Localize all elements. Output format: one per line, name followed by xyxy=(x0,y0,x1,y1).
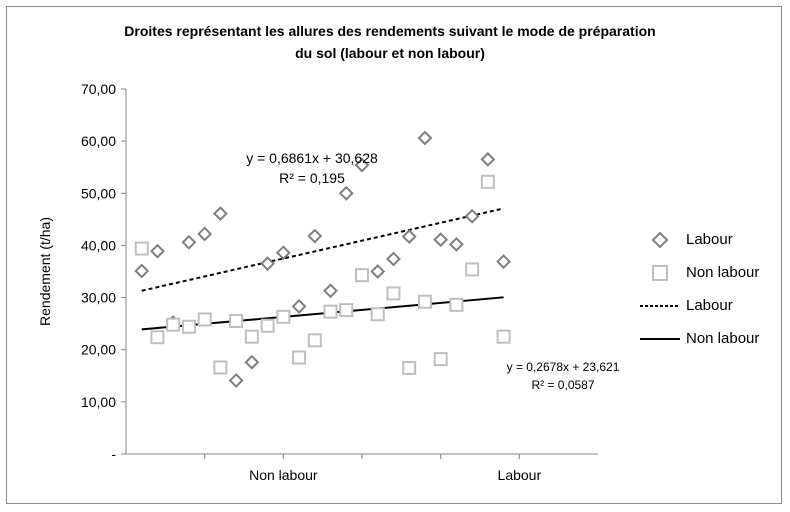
axis-labels: - 10,00 20,00 30,00 40,00 50,00 60,00 70,00 Non … xyxy=(37,81,541,483)
y-tick-label: 40,00 xyxy=(81,237,116,253)
labour-point xyxy=(417,130,433,146)
labour-point xyxy=(480,151,496,167)
non-labour-r-squared: R² = 0,0587 xyxy=(531,378,595,392)
labour-point xyxy=(448,236,464,252)
non-labour-point xyxy=(465,262,480,277)
labour-equation: y = 0,6861x + 30,628 xyxy=(246,150,378,166)
y-tick-label: - xyxy=(111,446,116,462)
dashed-line-icon xyxy=(640,305,680,307)
non-labour-point xyxy=(260,318,275,333)
trendlines xyxy=(141,207,504,331)
chart-title-line-2: du sol (labour et non labour) xyxy=(295,45,485,61)
labour-point xyxy=(307,228,323,244)
labour-point xyxy=(150,243,165,259)
non-labour-point xyxy=(307,333,322,348)
labour-point xyxy=(197,226,213,242)
labour-point xyxy=(275,245,291,261)
non-labour-point xyxy=(150,330,165,345)
legend-item-labour-trendline: Labour xyxy=(640,294,780,327)
chart-title: Droites représentant les allures des ren… xyxy=(60,20,720,64)
non-labour-point xyxy=(386,286,401,301)
non-labour-point xyxy=(496,329,511,344)
non-labour-point xyxy=(244,329,259,344)
y-axis-title: Rendement (t/ha) xyxy=(37,217,53,326)
non-labour-point xyxy=(339,303,354,318)
axes xyxy=(121,88,598,459)
labour-r-squared: R² = 0,195 xyxy=(279,170,345,186)
non-labour-point xyxy=(433,352,448,367)
chart-title-line-1: Droites représentant les allures des ren… xyxy=(124,23,656,39)
y-tick-label: 10,00 xyxy=(81,394,116,410)
legend: Labour Non labour Labour Non labour xyxy=(640,228,780,360)
non-labour-point xyxy=(355,268,369,283)
non-labour-point xyxy=(276,309,291,324)
solid-line-icon xyxy=(640,338,680,340)
non-labour-point xyxy=(229,314,244,329)
diamond-marker-icon xyxy=(651,231,669,249)
labour-point xyxy=(354,157,370,173)
labour-point xyxy=(323,283,338,299)
non-labour-point xyxy=(323,304,338,319)
labour-point xyxy=(212,206,228,222)
legend-label-labour-points: Labour xyxy=(686,231,733,248)
non-labour-point xyxy=(292,350,307,365)
non-labour-point xyxy=(402,360,417,375)
legend-item-labour-points: Labour xyxy=(640,228,780,261)
non-labour-equation: y = 0,2678x + 23,621 xyxy=(506,360,620,374)
non-labour-point xyxy=(134,241,149,256)
non-labour-point xyxy=(370,307,385,322)
legend-label-non-labour-trendline: Non labour xyxy=(686,330,760,347)
labour-point xyxy=(433,232,449,248)
y-tick-label: 70,00 xyxy=(81,81,116,97)
non-labour-equation-annotation: y = 0,2678x + 23,621 R² = 0,0587 xyxy=(488,358,638,394)
labour-point xyxy=(181,234,197,250)
labour-point xyxy=(464,208,480,224)
labour-point xyxy=(134,263,150,279)
y-tick-label: 20,00 xyxy=(81,342,116,358)
non-labour-point xyxy=(213,360,228,375)
labour-point xyxy=(496,254,512,270)
x-category-label: Labour xyxy=(498,467,542,483)
labour-point xyxy=(401,229,417,244)
legend-item-non-labour-trendline: Non labour xyxy=(640,327,780,360)
non-labour-point xyxy=(181,319,196,334)
y-tick-label: 50,00 xyxy=(81,185,116,201)
labour-trendline xyxy=(141,207,504,292)
labour-point xyxy=(244,354,260,370)
x-category-label: Non labour xyxy=(249,467,318,483)
labour-point xyxy=(370,264,386,279)
labour-equation-annotation: y = 0,6861x + 30,628 R² = 0,195 xyxy=(222,148,402,188)
legend-item-non-labour-points: Non labour xyxy=(640,261,780,294)
labour-point xyxy=(260,256,276,272)
legend-label-labour-trendline: Labour xyxy=(686,297,733,314)
labour-point xyxy=(228,373,244,388)
non-labour-point xyxy=(417,294,432,309)
labour-point xyxy=(386,251,401,267)
square-marker-icon xyxy=(652,265,668,281)
data-points xyxy=(134,130,512,388)
labour-point xyxy=(291,299,307,314)
non-labour-trendline xyxy=(141,296,504,331)
y-tick-label: 30,00 xyxy=(81,290,116,306)
non-labour-point xyxy=(480,174,495,189)
non-labour-point xyxy=(166,317,181,332)
legend-label-non-labour-points: Non labour xyxy=(686,264,760,281)
non-labour-point xyxy=(197,312,212,327)
labour-point xyxy=(338,185,354,201)
y-tick-label: 60,00 xyxy=(81,133,116,149)
non-labour-point xyxy=(449,297,464,312)
